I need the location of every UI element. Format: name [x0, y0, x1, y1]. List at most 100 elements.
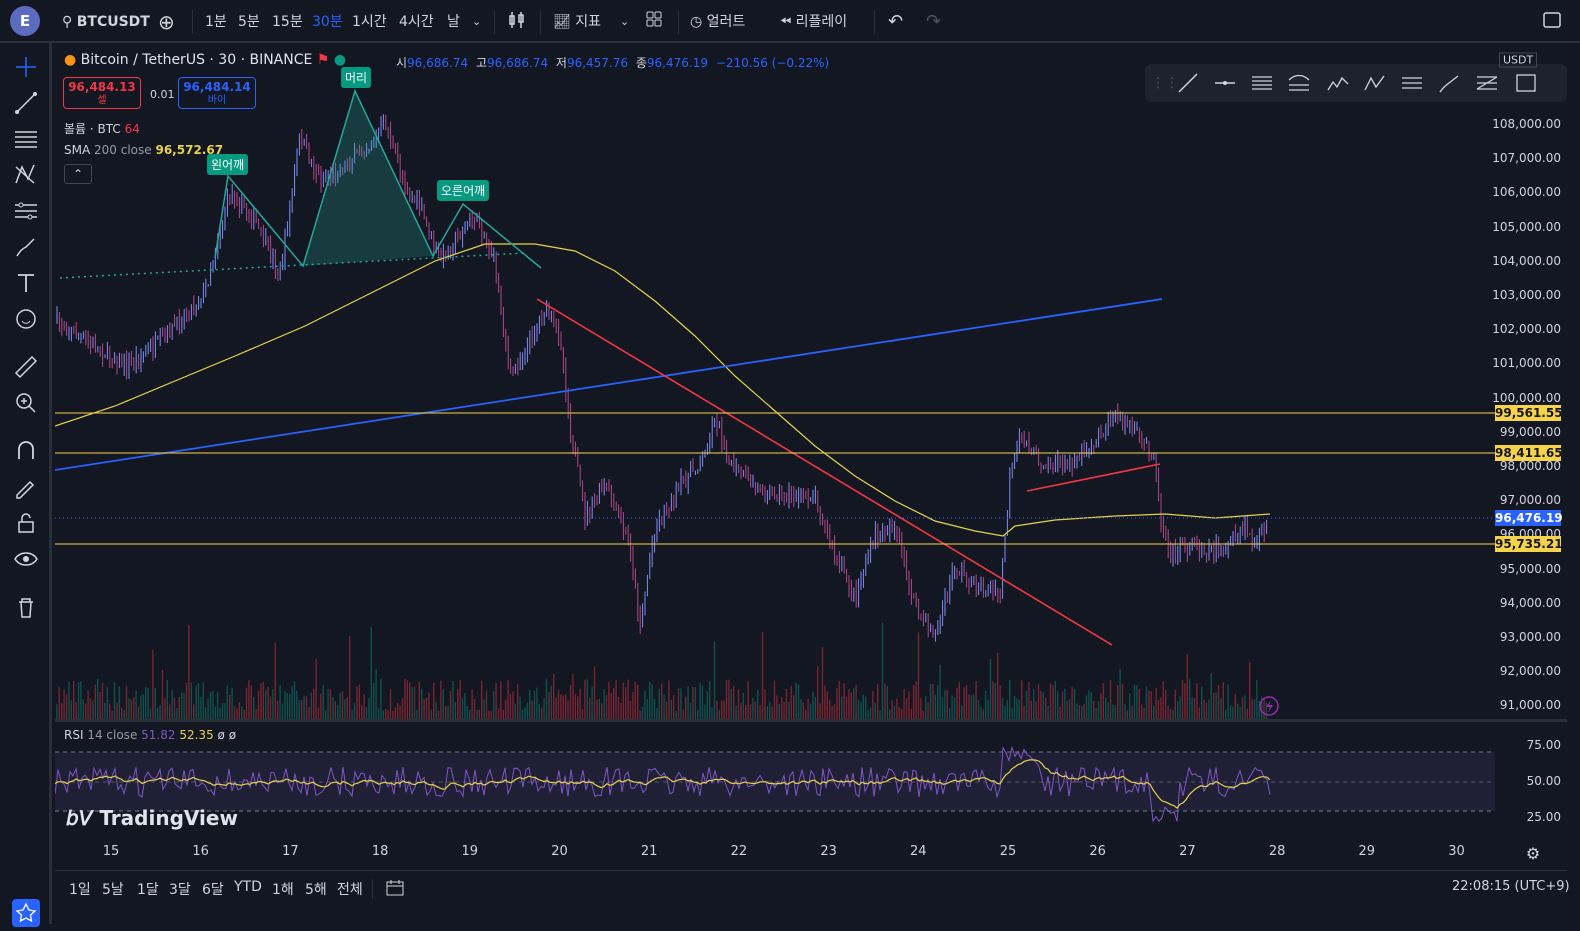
text-icon[interactable]	[12, 269, 40, 297]
sell-button[interactable]: 96,484.13 셀	[63, 77, 141, 109]
volume-bar	[128, 698, 130, 719]
range-button[interactable]: 5해	[305, 882, 327, 898]
time-label: 21	[640, 844, 658, 859]
forecast-icon[interactable]	[1399, 70, 1425, 96]
time-label: 17	[282, 844, 299, 859]
range-button[interactable]: 1해	[272, 882, 294, 898]
rsi-pane[interactable]	[55, 722, 1495, 830]
volume-bar	[368, 698, 370, 719]
interval-1m[interactable]: 1분	[205, 14, 227, 30]
range-button[interactable]: 1일	[69, 882, 91, 898]
time-axis[interactable]: ⚙ 15 16 17 18 19 20 21 22 23 24 25 26 27 28 29 30	[55, 838, 1567, 866]
range-button[interactable]: 6달	[202, 882, 224, 898]
price-scale[interactable]: USDT 108,000.00 107,000.00 106,000.00 105,0…	[1492, 46, 1567, 830]
candle-style-icon[interactable]	[507, 10, 527, 34]
range-button[interactable]: 전체	[337, 882, 363, 898]
volume-bar	[94, 684, 96, 719]
volume-bar	[565, 694, 567, 719]
lock-drawing-pencil-icon[interactable]	[12, 473, 40, 501]
interval-4h[interactable]: 4시간	[399, 14, 434, 30]
volume-bar	[1109, 679, 1112, 719]
magnet-icon[interactable]	[12, 437, 40, 465]
interval-30m[interactable]: 30분	[312, 14, 343, 30]
pen-icon[interactable]	[1436, 70, 1462, 96]
indicators-button[interactable]: 📈︎ 지표	[553, 10, 601, 34]
volume-bar	[1155, 688, 1157, 719]
volume-bar	[353, 703, 356, 719]
volume-bar	[370, 627, 372, 719]
symbol-search-button[interactable]: ⚲ BTCUSDT	[62, 10, 150, 34]
lock-icon[interactable]	[12, 509, 40, 537]
rectangle-icon[interactable]	[1513, 70, 1539, 96]
range-button[interactable]: 1달	[137, 882, 159, 898]
volume-bar	[130, 699, 132, 719]
interval-1h[interactable]: 1시간	[352, 14, 387, 30]
fullscreen-icon[interactable]	[1542, 10, 1562, 34]
parallel-channel-icon[interactable]	[1249, 70, 1275, 96]
volume-bar	[106, 687, 108, 719]
lightning-icon[interactable]	[1259, 696, 1279, 716]
volume-bar	[1047, 705, 1049, 719]
range-button[interactable]: 3달	[169, 882, 191, 898]
volume-bar	[956, 687, 958, 719]
horizontal-ray-icon[interactable]	[1212, 70, 1238, 96]
layout-grid-icon[interactable]	[645, 10, 663, 34]
fib-channel-icon[interactable]	[1474, 70, 1500, 96]
indicators-dropdown-chevron-icon[interactable]: ⌄	[620, 15, 630, 28]
range-button[interactable]: 5날	[102, 882, 124, 898]
pane-separator[interactable]	[55, 719, 1567, 722]
price-chart[interactable]	[55, 46, 1495, 719]
user-avatar[interactable]: E	[10, 6, 40, 36]
currency-selector[interactable]: USDT	[1499, 52, 1538, 68]
undo-icon[interactable]: ↶	[888, 11, 904, 32]
ruler-icon[interactable]	[12, 353, 40, 381]
crosshair-icon[interactable]	[12, 53, 40, 81]
interval-dropdown-chevron-icon[interactable]: ⌄	[472, 15, 482, 28]
trash-icon[interactable]	[12, 593, 40, 621]
zoom-in-icon[interactable]	[12, 389, 40, 417]
settings-gear-icon[interactable]: ⚙	[1525, 844, 1541, 863]
volume-bar	[449, 690, 452, 719]
replay-button[interactable]: ⏪︎ 리플레이	[780, 10, 847, 34]
volume-bar	[1090, 692, 1092, 719]
volume-bar	[346, 697, 348, 719]
alert-button[interactable]: ◷ 얼러트	[690, 10, 745, 34]
date-range-calendar-icon[interactable]	[385, 879, 405, 901]
flag-icon[interactable]: ⚑	[316, 52, 330, 68]
clock-timezone[interactable]: 22:08:15 (UTC+9)	[1452, 879, 1570, 894]
volume-bar	[373, 682, 375, 719]
sell-price: 96,484.13	[68, 80, 136, 94]
neckline[interactable]	[59, 252, 526, 279]
horizontal-lines-icon[interactable]	[12, 125, 40, 153]
head-shoulders-pattern[interactable]	[214, 88, 542, 269]
range-button[interactable]: YTD	[234, 879, 262, 895]
drag-handle-icon[interactable]: ⋮⋮	[1151, 75, 1179, 91]
red-trend-line[interactable]	[536, 298, 1113, 646]
buy-button[interactable]: 96,484.14 바이	[178, 77, 256, 109]
interval-15m[interactable]: 15분	[272, 14, 303, 30]
volume-bar	[339, 692, 341, 719]
abc-pattern-icon[interactable]	[1362, 70, 1388, 96]
favorites-star-icon[interactable]	[12, 899, 40, 927]
forecast-tools-icon[interactable]	[12, 197, 40, 225]
red-short-line[interactable]	[1026, 463, 1161, 492]
fib-retracement-icon[interactable]	[1286, 70, 1312, 96]
volume-bar	[1167, 705, 1169, 719]
eye-icon[interactable]	[12, 545, 40, 573]
volume-bar	[965, 685, 968, 719]
volume-bar	[831, 706, 833, 719]
collapse-legend-chevron-icon[interactable]: ⌃	[64, 164, 92, 184]
compare-add-icon[interactable]: ⊕	[158, 10, 175, 34]
elliott-wave-icon[interactable]	[1325, 70, 1351, 96]
pattern-icon[interactable]	[12, 161, 40, 189]
trend-line-icon[interactable]	[12, 89, 40, 117]
blue-trend-line[interactable]	[55, 298, 1163, 471]
emoji-icon[interactable]	[12, 305, 40, 333]
interval-1d[interactable]: 날	[447, 14, 460, 30]
redo-icon[interactable]: ↷	[926, 11, 942, 32]
trend-line-tool-icon[interactable]	[1175, 70, 1201, 96]
interval-5m[interactable]: 5분	[238, 14, 260, 30]
volume-bar	[334, 701, 336, 719]
brush-icon[interactable]	[12, 233, 40, 261]
volume-bar	[1083, 704, 1085, 719]
